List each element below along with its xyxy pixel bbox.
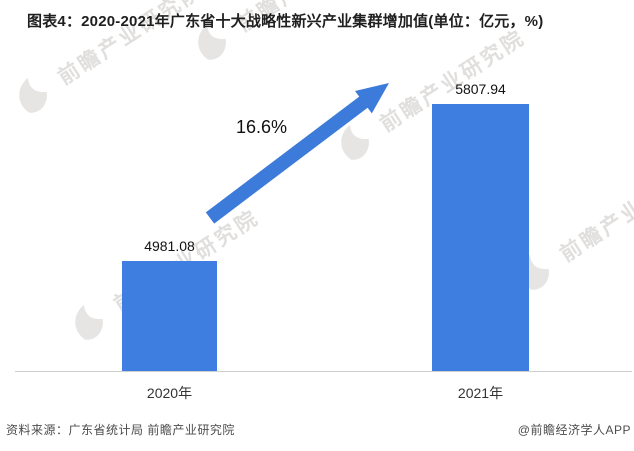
bar-2021: [432, 104, 529, 371]
growth-rate-label: 16.6%: [236, 117, 288, 137]
growth-arrow: [200, 75, 400, 235]
qianzhan-logo-icon: [19, 77, 47, 113]
bar-column-2021: 5807.94: [432, 81, 529, 371]
chart-title: 图表4：2020-2021年广东省十大战略性新兴产业集群增加值(单位：亿元，%): [27, 13, 544, 30]
credit-text: @前瞻经济学人APP: [517, 423, 631, 437]
x-axis-line: [15, 371, 632, 372]
x-tick-label-2020: 2020年: [146, 385, 193, 401]
bar-2020: [122, 261, 217, 371]
watermark-text: 前瞻产业研究院: [556, 155, 634, 267]
data-source-text: 资料来源：广东省统计局 前瞻产业研究院: [6, 423, 235, 437]
qianzhan-logo-icon: [75, 304, 103, 340]
x-tick-label-2021: 2021年: [457, 385, 504, 401]
bar-value-label-2020: 4981.08: [144, 238, 195, 254]
bar-value-label-2021: 5807.94: [455, 81, 506, 97]
bar-column-2020: 4981.08: [122, 238, 217, 371]
